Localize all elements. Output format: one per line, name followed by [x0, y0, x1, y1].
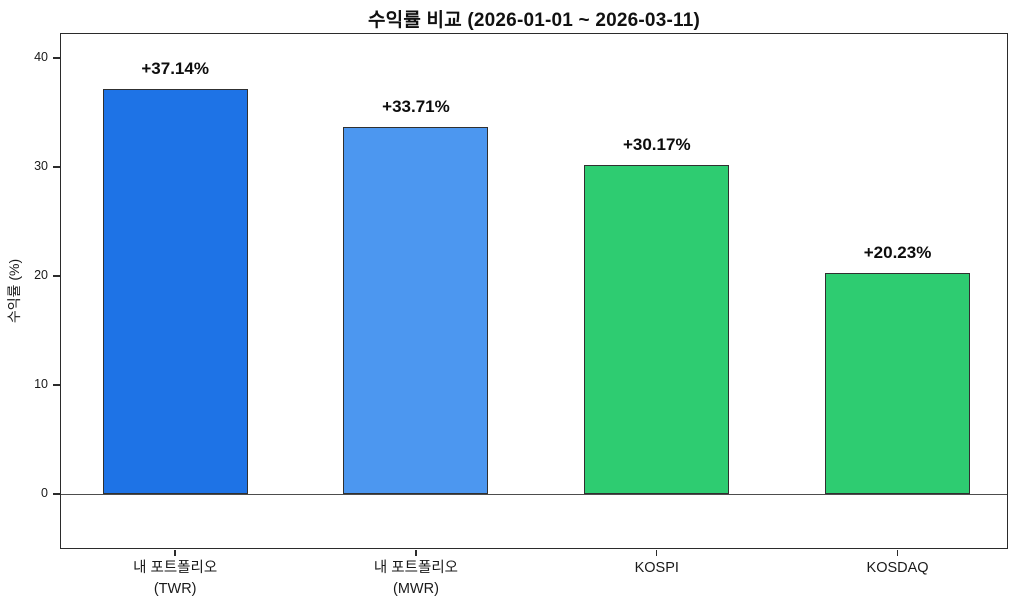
y-tick-mark: [53, 166, 60, 168]
y-tick-mark: [53, 384, 60, 386]
bar[interactable]: [584, 165, 730, 494]
x-tick-label-line: 내 포트폴리오: [133, 560, 218, 576]
y-tick-label: 0: [41, 486, 48, 500]
bar[interactable]: [102, 89, 248, 494]
x-tick-label: KOSDAQ: [867, 558, 929, 579]
y-tick-label: 30: [34, 159, 48, 173]
x-tick-label-line: 내 포트폴리오: [373, 560, 459, 576]
x-tick-label: 내 포트폴리오 (TWR): [133, 558, 217, 599]
y-tick-mark: [53, 493, 60, 495]
y-tick-mark: [53, 275, 60, 277]
bar[interactable]: [825, 273, 971, 494]
zero-baseline: [61, 494, 1007, 495]
bar-value-label: +37.14%: [141, 59, 209, 79]
y-tick-label: 10: [34, 377, 48, 391]
x-tick-label-line: (TWR): [153, 580, 197, 597]
x-tick-label-line: (MWR): [393, 580, 439, 597]
y-tick-label: 20: [34, 268, 48, 282]
x-tick-mark: [174, 550, 176, 556]
x-tick-label: KOSPI: [635, 558, 679, 579]
chart-title: 수익률 비교 (2026-01-01 ~ 2026-03-11): [368, 10, 700, 31]
bar-value-label: +30.17%: [622, 135, 691, 155]
y-tick-mark: [53, 57, 60, 59]
x-tick-label: 내 포트폴리오 (MWR): [374, 558, 458, 599]
x-tick-mark: [656, 550, 658, 556]
x-tick-label-line: KOSPI: [634, 560, 679, 576]
x-tick-mark: [896, 550, 899, 556]
x-tick-mark: [415, 550, 417, 556]
bar-value-label: +33.71%: [382, 96, 450, 116]
bar[interactable]: [343, 126, 489, 494]
bar-value-label: +20.23%: [863, 243, 932, 263]
y-tick-label: 40: [34, 50, 48, 64]
x-tick-label-line: KOSDAQ: [866, 560, 929, 576]
